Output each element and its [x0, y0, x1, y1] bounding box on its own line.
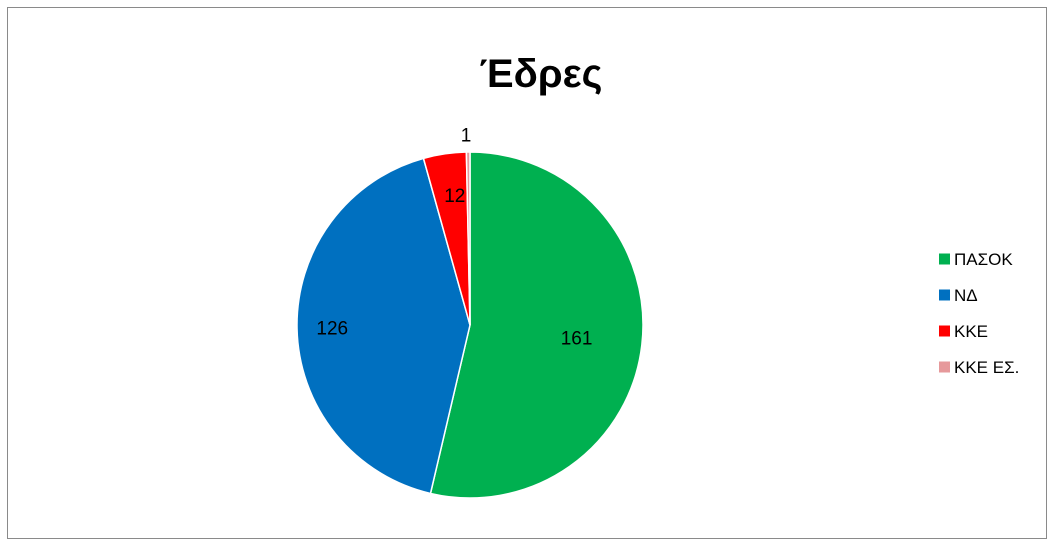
- legend-swatch-4: [939, 361, 950, 373]
- legend-swatch-1: [939, 253, 950, 265]
- legend-label-3: ΚΚΕ: [954, 322, 988, 341]
- data-label-1: 161: [561, 328, 593, 349]
- chart-title: Έδρες: [480, 52, 603, 96]
- data-label-2: 126: [316, 319, 348, 340]
- legend-label-4: ΚΚΕ ΕΣ.: [954, 358, 1019, 377]
- pie-slice-1: [429, 151, 644, 499]
- pie-slice-2: [296, 157, 471, 495]
- pie-data-labels: 161 126 12 1: [316, 126, 592, 350]
- legend-swatch-3: [939, 325, 950, 337]
- legend-label-2: ΝΔ: [954, 286, 978, 305]
- legend-label-1: ΠΑΣΟΚ: [954, 250, 1013, 269]
- legend: ΠΑΣΟΚ ΝΔ ΚΚΕ ΚΚΕ ΕΣ.: [939, 250, 1019, 377]
- data-label-4: 1: [461, 126, 472, 147]
- data-label-3: 12: [444, 186, 465, 207]
- pie-slice-4: [465, 151, 471, 326]
- legend-swatch-2: [939, 289, 950, 301]
- pie-slices: [296, 151, 644, 499]
